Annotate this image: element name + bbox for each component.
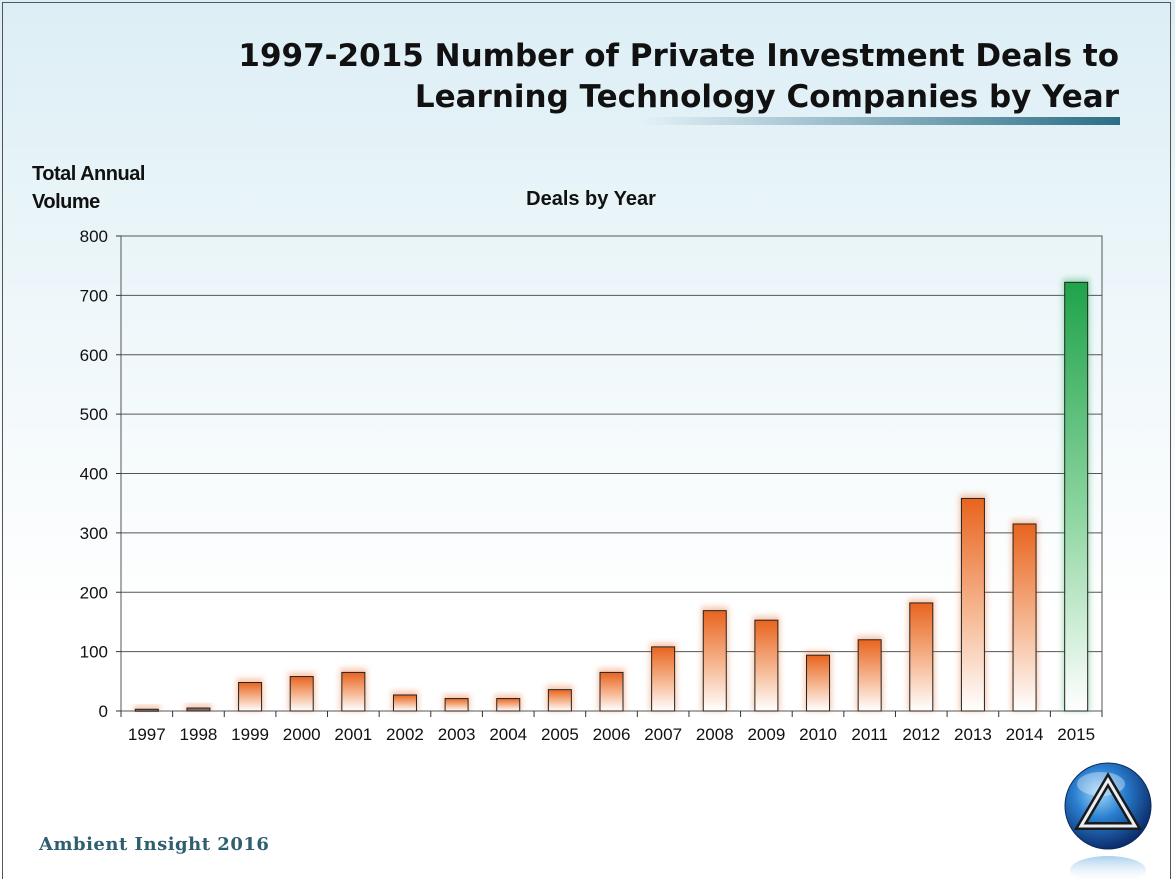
y-tick-label: 300	[80, 524, 108, 543]
bar-2009	[754, 619, 779, 712]
x-tick-label: 2013	[954, 725, 992, 744]
bar-1997	[134, 708, 159, 712]
triangle-orb-logo-icon	[1064, 762, 1152, 881]
x-tick-label: 2000	[283, 725, 321, 744]
x-tick-label: 2010	[799, 725, 837, 744]
x-tick-label: 2012	[902, 725, 940, 744]
x-tick-label: 2004	[489, 725, 527, 744]
x-tick-label: 2008	[696, 725, 734, 744]
bar-glow	[133, 705, 161, 712]
bar-2013	[960, 497, 985, 712]
y-tick-label: 800	[80, 227, 108, 246]
x-tick-label: 2006	[593, 725, 631, 744]
bar-2004	[496, 698, 521, 712]
x-tick-label: 2014	[1006, 725, 1044, 744]
x-tick-label: 2003	[438, 725, 476, 744]
x-tick-label: 2002	[386, 725, 424, 744]
bar-2011	[857, 639, 882, 712]
axes	[116, 235, 1103, 717]
y-tick-label: 600	[80, 346, 108, 365]
bar-2002	[392, 694, 417, 712]
x-tick-label: 2005	[541, 725, 579, 744]
gridlines	[120, 235, 1103, 712]
bar-2001	[341, 671, 366, 712]
bar-2000	[289, 676, 314, 712]
x-tick-label: 2009	[747, 725, 785, 744]
chart-title: Deals by Year	[526, 188, 656, 210]
x-tick-label: 1998	[180, 725, 218, 744]
bar-1999	[238, 682, 263, 712]
bar-2003	[444, 698, 469, 712]
bar-2010	[806, 654, 831, 712]
slide-title: 1997-2015 Number of Private Investment D…	[238, 38, 1119, 115]
x-tick-label: 2001	[334, 725, 372, 744]
x-tick-label: 1997	[128, 725, 166, 744]
y-tick-label: 400	[80, 465, 108, 484]
y-tick-label: 200	[80, 583, 108, 602]
footer-credit: Ambient Insight 2016	[39, 834, 270, 855]
x-tick-label: 2007	[644, 725, 682, 744]
bar-2006	[599, 671, 624, 712]
bar-2008	[702, 610, 727, 712]
tick-labels: 0 100 200 300 400 500 600 700 800 1997 1998 1999 200…	[80, 227, 1095, 744]
y-tick-label: 0	[99, 702, 108, 721]
title-underline	[640, 117, 1120, 125]
x-tick-label: 1999	[231, 725, 269, 744]
bar-2007	[651, 646, 676, 712]
x-tick-label: 2015	[1057, 725, 1095, 744]
bar-1998	[186, 707, 211, 712]
bar-glows	[133, 278, 1090, 712]
bar-glow	[184, 704, 212, 711]
y-tick-label: 100	[80, 643, 108, 662]
bars	[134, 281, 1089, 712]
bar-2005	[547, 689, 572, 712]
bar-2015	[1064, 281, 1089, 712]
y-tick-label: 700	[80, 286, 108, 305]
x-tick-label: 2011	[851, 725, 888, 744]
bar-2014	[1012, 523, 1037, 712]
y-tick-label: 500	[80, 405, 108, 424]
bar-2012	[909, 602, 934, 712]
y-axis-label: Total Annual Volume	[32, 163, 145, 213]
